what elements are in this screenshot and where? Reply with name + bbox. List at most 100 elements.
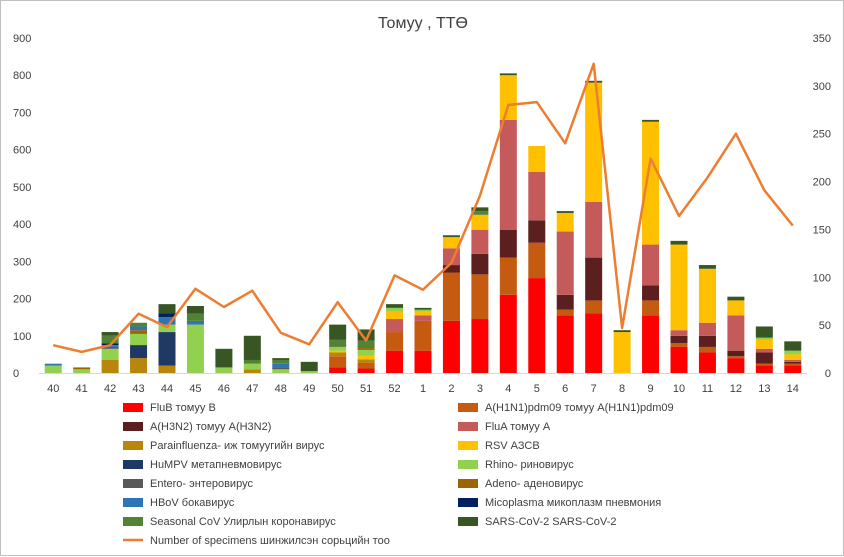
x-tick-label: 4 [505, 383, 511, 395]
y-right-tick-label: 300 [813, 81, 831, 93]
bar-segment [784, 359, 802, 362]
bar-segment [528, 278, 546, 373]
bar-segment [130, 326, 148, 331]
bar-segment [698, 335, 716, 347]
bar-segment [556, 309, 574, 316]
bar-segment [357, 368, 375, 373]
bar-segment [698, 268, 716, 323]
bar-segment [186, 324, 204, 373]
bar-segment [642, 119, 660, 122]
bar-segment [101, 359, 119, 373]
bar-segment [215, 367, 233, 373]
y-right-tick-label: 200 [813, 177, 831, 189]
chart-title: Томуу , ТТӨ [378, 15, 468, 32]
bar-segment [158, 332, 176, 366]
bar-segment [755, 365, 773, 373]
y-left-tick-label: 400 [13, 219, 31, 231]
bar-segment [670, 346, 688, 373]
x-tick-label: 49 [303, 383, 315, 395]
bar-segment [642, 121, 660, 245]
bar-segment [585, 201, 603, 258]
bar-segment [329, 350, 347, 353]
y-axis-left: 0 100 200 300 400 500 600 700 800 900 [13, 33, 31, 380]
bar-segment [755, 348, 773, 353]
bar-segment [329, 324, 347, 340]
legend-swatch [123, 403, 143, 412]
legend: FluB томуу B A(H1N1)pdm09 томуу A(H1N1)pd… [123, 402, 674, 547]
y-axis-right: 0 50 100 150 200 250 300 350 [813, 33, 831, 380]
legend-swatch [458, 403, 478, 412]
x-tick-label: 45 [189, 383, 201, 395]
bar-segment [670, 240, 688, 245]
y-left-tick-label: 300 [13, 256, 31, 268]
bar-segment [784, 341, 802, 351]
x-tick-label: 48 [275, 383, 287, 395]
bar-segment [471, 207, 489, 212]
legend-label: Entero- энтеровирус [150, 478, 253, 490]
bar-segment [272, 367, 290, 370]
bar-segment [300, 361, 318, 372]
bar-segment [784, 365, 802, 373]
x-tick-label: 1 [420, 383, 426, 395]
bar-segment [670, 244, 688, 331]
bar-segment [442, 272, 460, 321]
x-tick-label: 8 [619, 383, 625, 395]
bar-segment [670, 335, 688, 344]
bar-segment [357, 355, 375, 360]
x-tick-label: 50 [332, 383, 344, 395]
bar-segment [357, 359, 375, 363]
x-tick-label: 51 [360, 383, 372, 395]
bar-segment [642, 300, 660, 316]
bar-segment [613, 332, 631, 373]
x-tick-label: 44 [161, 383, 173, 395]
bar-segment [186, 313, 204, 321]
bar-segment [272, 359, 290, 364]
legend-label: Seasonal CoV Улирлын коронавирус [150, 516, 336, 528]
line-series [52, 62, 794, 354]
bar-segment [499, 294, 517, 373]
bar-segment [784, 350, 802, 355]
bar-segment [585, 300, 603, 314]
bar-segment [755, 339, 773, 349]
y-right-tick-label: 100 [813, 272, 831, 284]
y-left-tick-label: 600 [13, 145, 31, 157]
bar-segment [442, 237, 460, 249]
y-right-tick-label: 250 [813, 129, 831, 141]
y-left-tick-label: 800 [13, 70, 31, 82]
bar-segment [528, 242, 546, 279]
bar-segment [158, 313, 176, 318]
legend-label: Adeno- аденовирус [485, 478, 584, 490]
y-right-tick-label: 350 [813, 33, 831, 45]
x-tick-label: 12 [730, 383, 742, 395]
legend-swatch [458, 460, 478, 469]
bar-segment [727, 296, 745, 301]
bar-segment [386, 304, 404, 308]
bar-segment [442, 265, 460, 273]
specimen-count-line [52, 62, 794, 354]
bar-segment [556, 211, 574, 213]
x-tick-label: 40 [47, 383, 59, 395]
legend-swatch [458, 498, 478, 507]
legend-swatch [123, 422, 143, 431]
x-tick-label: 5 [534, 383, 540, 395]
bar-segment [442, 235, 460, 238]
y-left-tick-label: 200 [13, 294, 31, 306]
bar-segment [73, 367, 91, 370]
legend-label: A(H1N1)pdm09 томуу A(H1N1)pdm09 [485, 402, 674, 414]
bar-segment [414, 350, 432, 373]
legend-swatch [123, 479, 143, 488]
bar-segment [101, 335, 119, 344]
bar-segment [73, 369, 91, 373]
x-tick-label: 14 [787, 383, 799, 395]
bar-segment [528, 220, 546, 243]
x-tick-label: 46 [218, 383, 230, 395]
bar-segment [386, 332, 404, 351]
x-tick-label: 42 [104, 383, 116, 395]
bars [44, 73, 802, 373]
legend-label: FluA томуу A [485, 421, 551, 433]
bar-segment [784, 361, 802, 364]
legend-swatch [123, 498, 143, 507]
x-tick-label: 6 [562, 383, 568, 395]
